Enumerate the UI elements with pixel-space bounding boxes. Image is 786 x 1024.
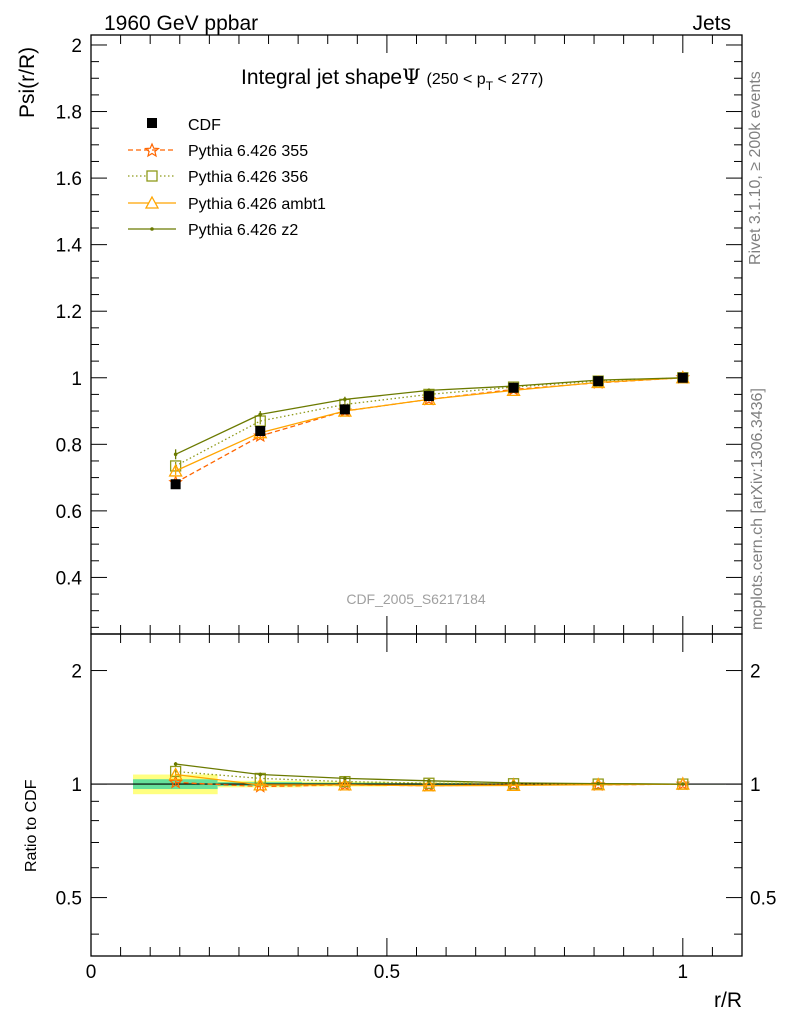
- upper-y-tick-label: 0.4: [56, 568, 83, 589]
- legend-label-356: Pythia 6.426 356: [188, 169, 308, 186]
- legend-marker-356: [146, 170, 158, 182]
- legend-entry-355: Pythia 6.426 355: [128, 142, 308, 160]
- lower-y-tick-label-right: 1: [750, 775, 761, 796]
- lower-point-ambt1: [337, 777, 352, 791]
- legend-label-ambt1: Pythia 6.426 ambt1: [188, 196, 326, 213]
- lower-point-z2: [511, 781, 516, 785]
- upper-series-z2: [173, 375, 685, 460]
- upper-y-tick-label: 1: [71, 369, 82, 390]
- lower-point-z2: [258, 772, 263, 777]
- lower-point-ambt1: [253, 777, 268, 791]
- upper-point-cdf: [677, 372, 688, 383]
- upper-point-cdf: [593, 376, 604, 387]
- legend-label-z2: Pythia 6.426 z2: [188, 222, 298, 239]
- x-tick-label: 0: [86, 962, 97, 983]
- lower-point-p355: [337, 777, 353, 792]
- legend-marker-ambt1: [144, 195, 160, 209]
- lower-y-tick-label-right: 2: [750, 662, 761, 683]
- chart-title-range-prefix: (250 < p: [427, 71, 486, 88]
- legend-entry-cdf: CDF: [147, 117, 221, 134]
- analysis-watermark: CDF_2005_S6217184: [346, 591, 486, 607]
- upper-y-tick-label: 0.6: [56, 502, 82, 523]
- lower-point-ambt1: [506, 778, 521, 792]
- upper-y-tick-label: 0.8: [56, 435, 82, 456]
- lower-point-z2: [427, 779, 431, 783]
- upper-series-layer: [168, 370, 691, 490]
- x-axis-label: r/R: [714, 989, 742, 1012]
- mcplots-label: mcplots.cern.ch [arXiv:1306.3436]: [749, 388, 766, 630]
- upper-point-cdf: [255, 426, 266, 437]
- lower-series-layer: [168, 762, 691, 793]
- lower-y-tick-label: 0.5: [56, 889, 82, 910]
- legend-entry-z2: Pythia 6.426 z2: [128, 222, 298, 239]
- chart-title-main: Integral jet shape: [241, 66, 402, 89]
- lower-point-p355: [168, 774, 183, 789]
- upper-point-cdf: [423, 391, 434, 402]
- chart-title: Integral jet shapeΨ (250 < pT < 277): [241, 65, 543, 93]
- upper-series-ambt1: [168, 370, 690, 477]
- lower-point-z2: [681, 782, 685, 786]
- upper-y-label: Psi(r/R): [16, 47, 39, 118]
- lower-y-label: Ratio to CDF: [23, 779, 40, 872]
- header-left: 1960 GeV ppbar: [104, 12, 258, 35]
- upper-point-ambt1: [168, 463, 183, 477]
- header-right: Jets: [692, 12, 731, 35]
- upper-point-cdf: [170, 479, 181, 490]
- lower-plot-frame: [90, 633, 743, 957]
- upper-y-tick-label: 1.8: [56, 103, 82, 124]
- upper-y-tick-label: 1.2: [56, 302, 82, 323]
- lower-point-z2: [173, 762, 178, 766]
- legend-marker-cdf: [147, 118, 157, 128]
- lower-y-tick-label-right: 0.5: [750, 889, 776, 910]
- lower-y-tick-label: 2: [71, 662, 82, 683]
- upper-y-tick-label: 1.6: [56, 169, 82, 190]
- lower-point-z2: [596, 781, 600, 786]
- upper-series-p356: [169, 372, 689, 472]
- upper-point-z2: [258, 412, 263, 417]
- legend-entry-ambt1: Pythia 6.426 ambt1: [128, 195, 326, 213]
- x-tick-label: 1: [678, 962, 689, 983]
- lower-point-p356: [423, 777, 435, 789]
- upper-series-cdf: [170, 372, 688, 490]
- upper-axis-ticks: 0.4 0.6 0.8 1 1.2 1.4 1.6 1.8 2: [56, 35, 743, 634]
- chart-title-range-suffix: < 277): [493, 71, 543, 88]
- lower-point-z2: [343, 776, 347, 781]
- lower-point-ambt1: [421, 778, 437, 792]
- x-tick-label: 0.5: [374, 962, 400, 983]
- lower-point-p355: [675, 776, 691, 791]
- upper-y-tick-label: 2: [71, 36, 82, 57]
- lower-series-z2: [173, 762, 685, 786]
- legend-marker-z2: [150, 227, 154, 231]
- lower-axis-ticks: 0.5 0.5 1 1 2 2 0 0.5 1: [56, 634, 776, 983]
- lower-y-tick-label: 1: [71, 775, 82, 796]
- upper-y-tick-label: 1.4: [56, 236, 83, 257]
- upper-point-cdf: [339, 404, 350, 415]
- upper-point-z2: [343, 397, 347, 402]
- legend-entry-356: Pythia 6.426 356: [128, 169, 308, 186]
- legend-label-355: Pythia 6.426 355: [188, 143, 308, 160]
- upper-point-cdf: [508, 382, 519, 393]
- lower-point-ambt1: [168, 767, 183, 781]
- legend-marker-355: [143, 142, 161, 158]
- rivet-label: Rivet 3.1.10, ≥ 200k events: [747, 71, 764, 265]
- chart-title-range-sub: T: [486, 79, 494, 93]
- chart-title-symbol: Ψ: [402, 65, 420, 89]
- upper-point-z2: [173, 452, 178, 457]
- legend: CDF Pythia 6.426 355 Pythia 6.426 356 Py…: [128, 117, 326, 239]
- legend-label-cdf: CDF: [188, 117, 221, 134]
